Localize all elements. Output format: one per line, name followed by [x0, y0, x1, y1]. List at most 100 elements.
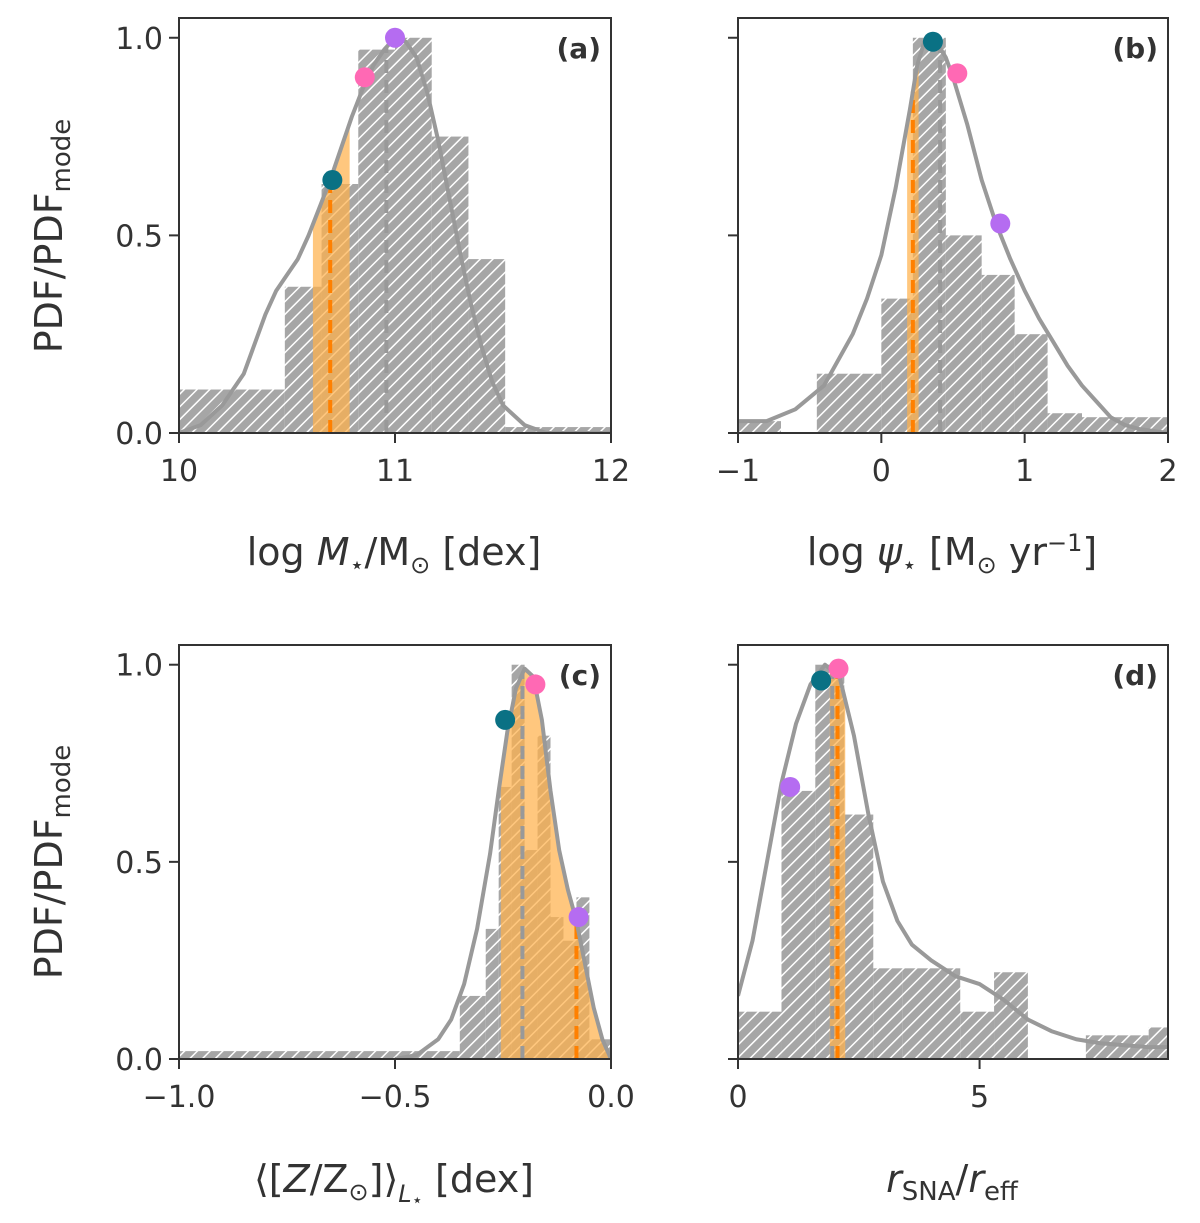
point-teal	[495, 709, 516, 730]
x-tick-label: 5	[970, 1080, 989, 1115]
plot-area-c	[179, 664, 611, 1059]
xlabel-b-post: yr	[997, 530, 1048, 574]
hist-bar	[179, 1051, 460, 1059]
xlabel-a-sun: ⊙	[410, 551, 430, 579]
x-tick-label: 0	[728, 1080, 747, 1115]
y-label-main: PDF/PDF	[27, 192, 71, 353]
y-label-main-2: PDF/PDF	[27, 818, 71, 979]
kde-curve	[394, 666, 611, 1059]
y-tick-label: 0.5	[115, 846, 163, 881]
plot-area-d	[738, 662, 1168, 1059]
hist-bar	[1085, 1035, 1149, 1059]
plot-area-a	[179, 35, 611, 433]
point-pink	[828, 658, 849, 679]
xlabel-c-lsub: L	[398, 1180, 411, 1208]
y-tick-label: 1.0	[115, 649, 163, 684]
x-tick-label: −1	[716, 454, 760, 489]
xlabel-c-post: [dex]	[423, 1157, 534, 1201]
x-tick-label: −1.0	[143, 1080, 216, 1115]
hist-bar	[395, 37, 432, 433]
hist-bar	[1148, 1027, 1168, 1059]
point-violet	[385, 27, 405, 48]
hist-bar	[459, 995, 486, 1059]
xlabel-a-sub: ⋆	[350, 551, 365, 579]
hist-bar	[468, 259, 506, 433]
hist-bar	[781, 790, 816, 1059]
xlabel-a-post: [dex]	[430, 530, 541, 574]
x-tick-label: −0.5	[359, 1080, 432, 1115]
panel-label-a: (a)	[557, 32, 602, 65]
hist-bar	[902, 968, 961, 1059]
y-label-sub-2: mode	[47, 745, 77, 819]
hist-bar	[738, 421, 781, 433]
point-violet	[990, 213, 1011, 234]
y-axis-label-top: PDF/PDFmode	[27, 119, 77, 354]
point-pink	[354, 67, 375, 88]
plot-area-b	[738, 35, 1168, 433]
axes-frame	[737, 17, 1169, 434]
panel-a: 10 11 12 0.0 0.5 1.0 (a)	[115, 17, 630, 489]
x-tick-label: 12	[592, 454, 630, 489]
hist-bar	[844, 814, 874, 1059]
xlabel-d-italic2: r	[968, 1157, 986, 1201]
panel-d: 0 5 (d)	[728, 644, 1169, 1115]
xlabel-c-post2: ]⟩	[369, 1157, 399, 1201]
y-tick-label: 1.0	[115, 22, 163, 57]
xlabel-c: ⟨[Z/Z⊙]⟩L⋆ [dex]	[254, 1157, 534, 1211]
xlabel-b: log ψ⋆ [M⊙ yr−1]	[807, 529, 1097, 579]
panel-label-c: (c)	[559, 659, 601, 692]
xlabel-a-italic: M	[317, 530, 350, 574]
xlabel-c-sun: ⊙	[349, 1178, 369, 1206]
x-tick-label: 11	[376, 454, 414, 489]
credible-band	[500, 669, 609, 1059]
y-tick-label: 0.0	[115, 1043, 163, 1078]
hist-bar	[960, 1011, 995, 1059]
hist-bar	[1014, 334, 1048, 433]
kde-curve	[738, 662, 1168, 1050]
hist-bar	[485, 928, 499, 1059]
panel-c: −1.0 −0.5 0.0 0.0 0.5 1.0 (c)	[115, 644, 635, 1115]
axes-frame	[737, 644, 1169, 1060]
y-tick-label: 0.0	[115, 417, 163, 452]
kde-curve	[179, 35, 611, 433]
point-violet	[780, 776, 801, 797]
hist-bar	[738, 1011, 782, 1059]
panel-label-b: (b)	[1112, 32, 1158, 65]
xlabel-d: rSNA/reff	[886, 1157, 1019, 1207]
x-tick-label: 0	[872, 454, 891, 489]
hist-bar	[505, 427, 611, 433]
point-violet	[568, 907, 589, 928]
xlabel-c-pre: ⟨[	[254, 1157, 284, 1201]
hist-bar	[981, 274, 1015, 433]
xlabel-d-sub2: eff	[984, 1177, 1019, 1207]
panel-b: −1 0 1 2 (b)	[716, 17, 1178, 489]
point-teal	[811, 670, 832, 691]
xlabel-d-mid: /	[956, 1157, 969, 1201]
y-axis-label-bottom: PDF/PDFmode	[27, 745, 77, 980]
point-pink	[525, 674, 546, 695]
xlabel-b-sub: ⋆	[902, 551, 917, 579]
x-tick-label: 2	[1158, 454, 1177, 489]
y-label-sub: mode	[47, 119, 77, 193]
xlabel-b-pre: log	[807, 530, 877, 574]
xlabel-c-italic: Z	[283, 1157, 311, 1201]
hist-bar	[431, 136, 469, 433]
x-tick-label: 10	[160, 454, 198, 489]
xlabel-b-end: ]	[1082, 530, 1097, 574]
credible-band	[312, 123, 350, 433]
panels: 10 11 120.00.51.0 (a)−1 0 1 2(b)−1.0 −0.5 0.00.0…	[115, 17, 1178, 1115]
xlabel-c-lsubsub: ⋆	[412, 1190, 423, 1211]
xlabel-b-mid: [M	[917, 530, 977, 574]
x-tick-label: 1	[1015, 454, 1034, 489]
point-pink	[947, 63, 968, 84]
x-tick-label: 0.0	[587, 1080, 635, 1115]
xlabel-b-italic: ψ	[877, 530, 903, 574]
xlabel-d-sub: SNA	[902, 1177, 956, 1207]
hist-bar	[945, 235, 982, 433]
xlabel-c-mid: /Z	[310, 1157, 349, 1201]
hist-bar	[816, 373, 882, 433]
point-teal	[322, 170, 343, 191]
xlabel-b-sup: −1	[1047, 529, 1082, 557]
point-teal	[922, 31, 943, 52]
